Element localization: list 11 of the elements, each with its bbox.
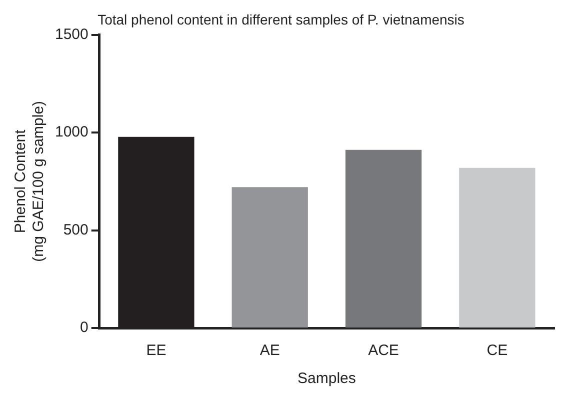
x-axis-title: Samples (298, 370, 356, 388)
y-tick-label: 0 (80, 319, 88, 336)
y-tick-label: 1500 (54, 26, 88, 43)
chart-title: Total phenol content in different samples of P. vietnamensis (98, 11, 464, 28)
x-tick-label: AE (260, 342, 280, 360)
y-tick-label: 1000 (54, 124, 88, 141)
x-tick-label: CE (486, 342, 508, 360)
x-tick-label: ACE (368, 342, 399, 360)
x-tick-label: EE (146, 342, 166, 360)
y-axis-title: Phenol Content (mg GAE/100 g sample) (12, 100, 48, 262)
y-tick-label: 500 (63, 221, 88, 238)
